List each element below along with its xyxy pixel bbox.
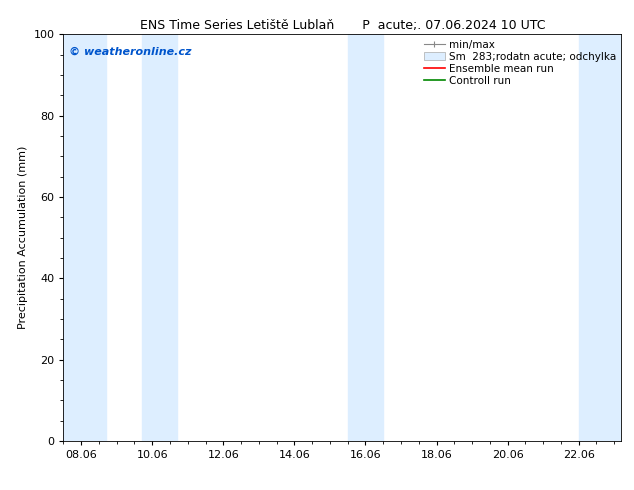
Legend: min/max, Sm  283;rodatn acute; odchylka, Ensemble mean run, Controll run: min/max, Sm 283;rodatn acute; odchylka, … (422, 37, 618, 88)
Bar (141, 34, 177, 441)
Title: ENS Time Series Letiště Lublaň       P  acute;. 07.06.2024 10 UTC: ENS Time Series Letiště Lublaň P acute;.… (139, 19, 545, 32)
Bar (347, 34, 383, 441)
Y-axis label: Precipitation Accumulation (mm): Precipitation Accumulation (mm) (18, 146, 28, 329)
Text: © weatheronline.cz: © weatheronline.cz (69, 47, 191, 56)
Bar (579, 34, 621, 441)
Bar (63, 34, 106, 441)
